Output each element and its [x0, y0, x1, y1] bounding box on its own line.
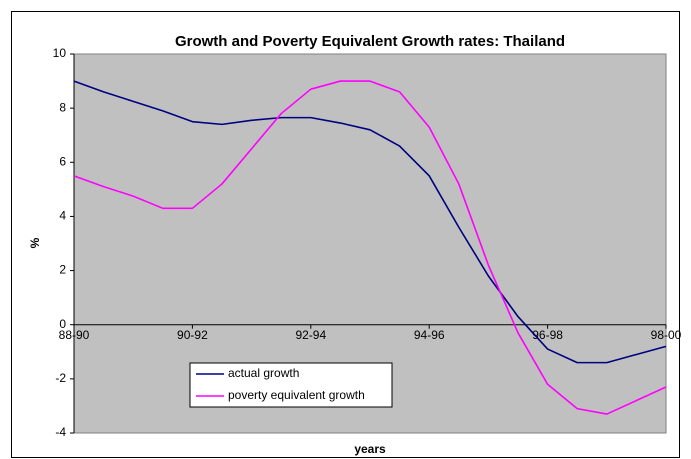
x-tick-label: 90-92 — [177, 328, 208, 342]
y-tick-label: 10 — [53, 46, 67, 60]
x-tick-label: 98-00 — [651, 328, 682, 342]
series-line — [73, 80, 667, 415]
y-tick-label: -2 — [55, 371, 66, 385]
series-line — [73, 80, 667, 364]
x-tick-label: 94-96 — [414, 328, 445, 342]
y-tick-label: -4 — [55, 425, 66, 439]
y-tick-label: 6 — [59, 154, 66, 168]
y-tick-label: 8 — [59, 100, 66, 114]
y-axis-title: % — [28, 237, 42, 248]
x-tick-label: 88-90 — [59, 328, 90, 342]
x-tick-label: 96-98 — [532, 328, 563, 342]
y-tick-label: 0 — [59, 317, 66, 331]
x-tick-label: 92-94 — [295, 328, 326, 342]
legend-label: actual growth — [228, 366, 299, 380]
legend — [189, 362, 393, 408]
y-tick-label: 4 — [59, 209, 66, 223]
y-tick-label: 2 — [59, 263, 66, 277]
x-axis-title: years — [354, 442, 386, 456]
legend-label: poverty equivalent growth — [228, 388, 365, 402]
chart-title: Growth and Poverty Equivalent Growth rat… — [175, 33, 565, 50]
